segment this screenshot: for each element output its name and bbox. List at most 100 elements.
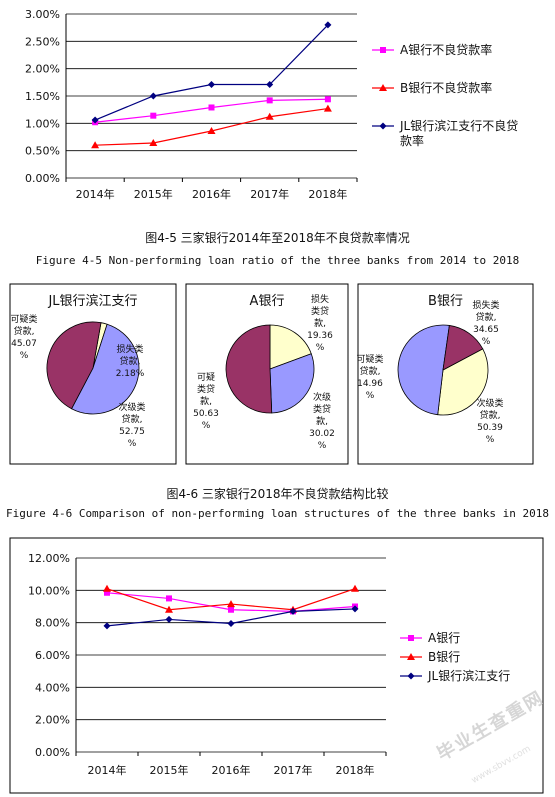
y-tick-label: 10.00% [28,584,70,597]
pie-slice-label: 款, [316,415,328,427]
y-tick-label: 2.50% [25,35,60,48]
pie-slice-label: 款, [200,395,212,407]
pie-slice-label: 45.07 [11,339,37,349]
pie-slice-label: % [318,441,327,451]
pie-slice-label: 50.39 [477,423,503,433]
pie-slice [269,324,312,370]
pie-slice-label: 19.36 [307,331,333,341]
x-tick-label: 2018年 [336,763,375,777]
legend-label-jl: 款率 [400,133,424,148]
pie-slice-label: 14.96 [357,379,383,389]
pie-slice-label: 30.02 [309,429,335,439]
chart-frame [9,537,544,794]
pie-slice-label: % [128,439,137,449]
data-point-jl [91,116,99,124]
data-point-a [266,97,273,104]
legend-label-jl: JL银行滨江支行不良贷 [399,118,518,133]
pie-slice-label: 损失 [311,293,329,305]
pie-slice-label: 类贷 [197,383,215,395]
x-tick-label: 2016年 [192,187,231,201]
legend-marker-jl [407,672,415,680]
pie-slice-label: 贷款, [14,325,35,337]
pie-slice-label: 2.18% [116,369,145,379]
figure-4-6-caption-cn: 图4-6 三家银行2018年不良贷款结构比较 [166,487,389,501]
x-tick-label: 2014年 [76,187,115,201]
legend-marker-jl [379,122,387,130]
y-tick-label: 1.00% [25,117,60,130]
pie-slice-label: 类贷 [311,305,329,317]
pie-slice-label: 贷款, [360,365,381,377]
pie-slice-label: 损失类 [116,343,143,355]
pie-slice-label: 贷款, [480,409,501,421]
data-point-jl [324,21,332,29]
data-point-jl [165,615,173,623]
pie-slice [225,324,273,414]
x-tick-label: 2017年 [250,187,289,201]
data-point-a [324,96,331,103]
data-point-jl [266,81,274,89]
data-point-a [208,104,215,111]
x-tick-label: 2015年 [134,187,173,201]
pie-slice-label: 贷款, [120,355,141,367]
x-tick-label: 2014年 [88,763,127,777]
y-tick-label: 1.50% [25,90,60,103]
data-point-a [228,606,234,613]
pie-slice-label: 52.75 [119,427,145,437]
figure-4-5-caption-en: Figure 4-5 Non-performing loan ratio of … [35,254,520,267]
legend-label-b: B银行 [428,650,460,664]
y-tick-label: 12.00% [28,552,70,565]
series-line-a [95,98,328,123]
data-point-b [165,605,173,613]
pie-title: B银行 [428,294,463,309]
pie-title: JL银行滨江支行 [47,293,137,309]
data-point-jl [289,607,297,615]
pie-slice [71,323,140,415]
legend-marker-b [379,84,387,91]
pie-slice-label: % [20,351,29,361]
y-tick-label: 0.00% [25,172,60,185]
y-tick-label: 8.00% [35,617,70,630]
pie-slice-label: 可疑类 [10,313,37,325]
legend-label-a: A银行 [428,631,460,645]
data-point-b [103,584,111,592]
pie-slice-label: 可疑 [197,372,215,383]
y-tick-label: 3.00% [25,8,60,21]
pie-slice-label: 34.65 [473,325,499,335]
y-tick-label: 0.00% [35,746,70,759]
y-tick-label: 4.00% [35,681,70,694]
npl-ratio-line-chart: 0.00% 0.50% 1.00% 1.50% 2.00% 2.50% 3.00% 2014年… [25,8,518,201]
data-point-b [207,126,216,134]
y-tick-label: 6.00% [35,649,70,662]
pie-slice-label: 可疑类 [356,353,383,365]
data-point-jl [227,619,235,627]
pie-slice-label: 次级类 [476,397,503,409]
data-point-jl [351,605,359,613]
y-tick-label: 0.50% [25,145,60,158]
pie-slice-label: % [202,421,211,431]
pie-slice-label: % [366,391,375,401]
data-point-b [351,584,359,592]
data-point-b [265,112,274,120]
pie-title: A银行 [250,294,285,309]
npl-structure-pie-charts: JL银行滨江支行可疑类贷款,45.07%损失类贷款,2.18%次级类贷款,52.… [9,283,534,465]
pie-slice-label: 50.63 [193,409,219,419]
pie-slice [442,325,484,371]
x-tick-label: 2016年 [212,763,251,777]
legend-marker-a [408,635,414,641]
pie-slice-label: % [316,343,325,353]
pie-slice-label: % [482,337,491,347]
pie-slice [397,324,450,416]
x-tick-label: 2018年 [308,187,347,201]
data-point-a [166,595,172,602]
data-point-a [150,112,157,119]
pie-slice-label: 款, [314,317,326,329]
data-point-jl [208,81,215,89]
pie-slice-label: 次级 [313,391,331,403]
legend-label-jl: JL银行滨江支行 [427,668,510,683]
legend-label-a: A银行不良贷款率 [400,42,492,57]
data-point-b [227,600,235,608]
legend-marker-a [380,47,386,53]
data-point-b [149,139,158,147]
series-line-b [95,107,328,146]
pie-slice-label: 贷款, [476,311,497,323]
